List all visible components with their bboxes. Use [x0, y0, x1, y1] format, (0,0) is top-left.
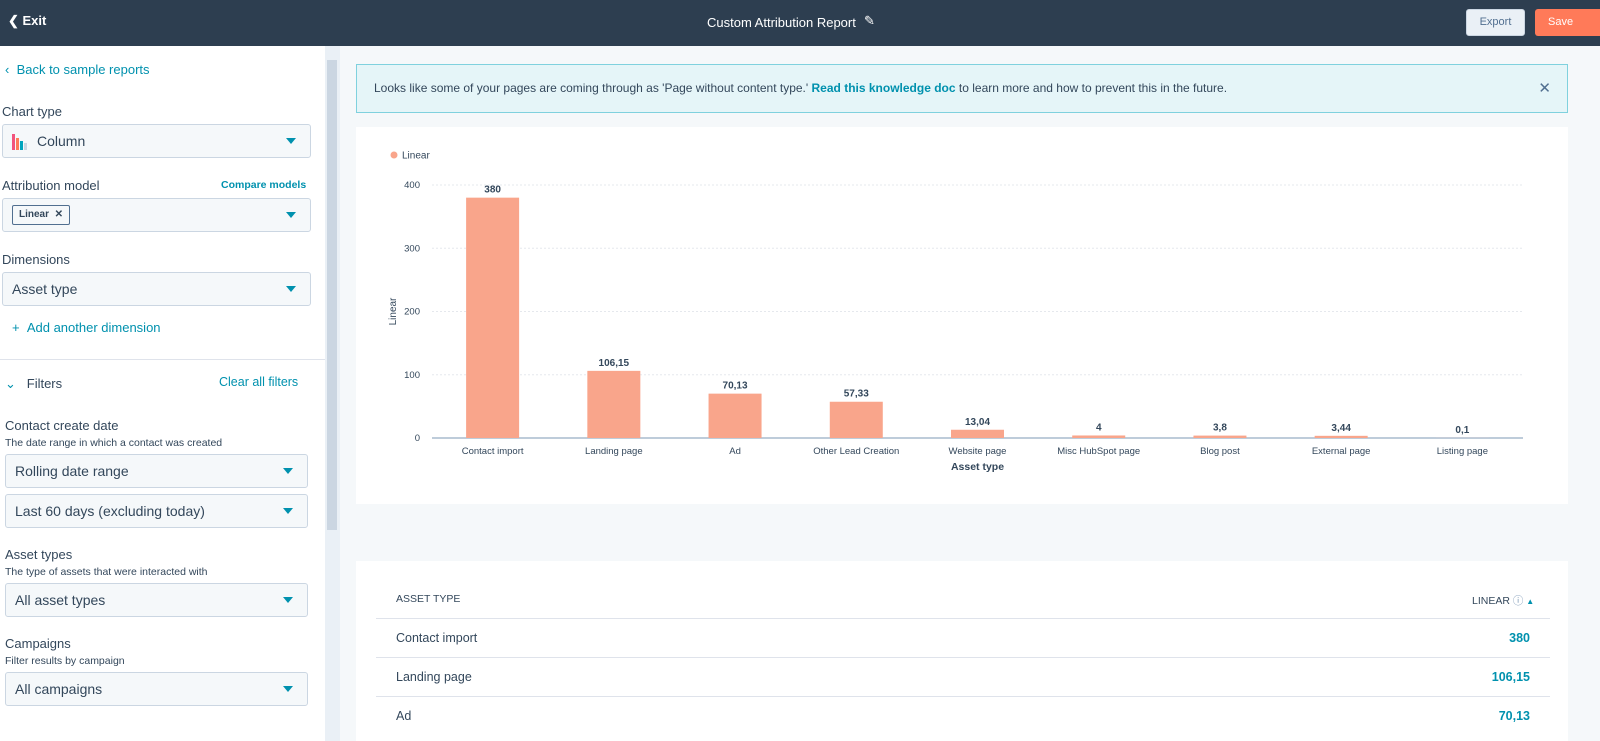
report-title: Custom Attribution Report — [707, 15, 856, 30]
y-tick-label: 200 — [404, 307, 420, 318]
filter-label: Contact create date — [5, 418, 119, 433]
x-tick-label: Ad — [729, 446, 741, 457]
edit-icon[interactable]: ✎ — [864, 13, 875, 28]
model-tag-text: Linear — [19, 209, 50, 220]
cell-value[interactable]: 70,13 — [1498, 709, 1530, 723]
chart-card: 0 100 200 300 400 Linear Linear Asset type Conta… — [356, 127, 1568, 504]
cell-value[interactable]: 380 — [1509, 631, 1530, 645]
cell-value[interactable]: 106,15 — [1491, 670, 1530, 684]
legend-label: Linear — [402, 151, 430, 162]
column-header: ASSET TYPE — [396, 593, 461, 605]
alert-link[interactable]: Read this knowledge doc — [811, 81, 956, 95]
scrollbar-thumb[interactable] — [327, 60, 337, 530]
data-label: 70,13 — [723, 381, 748, 392]
add-dimension[interactable]: + Add another dimension — [12, 320, 161, 335]
filter-label: Campaigns — [5, 636, 71, 651]
dimension-select[interactable]: Asset type — [2, 272, 311, 306]
filter-select[interactable]: Last 60 days (excluding today) — [5, 494, 308, 528]
data-label: 380 — [484, 185, 501, 196]
clear-filters[interactable]: Clear all filters — [219, 375, 299, 389]
x-tick-label: Website page — [949, 446, 1007, 457]
y-axis-title: Linear — [388, 297, 399, 325]
data-label: 57,33 — [844, 389, 869, 400]
filter-description: The type of assets that were interacted … — [5, 566, 208, 578]
sidebar: ‹ Back to sample reports Chart type Colu… — [0, 46, 325, 741]
chart-type-value: Column — [37, 133, 86, 149]
cell: Landing page — [396, 670, 472, 684]
table-card — [356, 561, 1568, 741]
data-label: 0,1 — [1455, 425, 1469, 436]
cell: Contact import — [396, 631, 478, 645]
column-header-text: LINEAR — [1472, 595, 1510, 607]
exit-text: Exit — [22, 13, 47, 28]
x-tick-label: Blog post — [1200, 446, 1240, 457]
y-tick-label: 400 — [404, 180, 420, 191]
data-label: 3,8 — [1213, 423, 1227, 434]
bar — [466, 197, 520, 438]
alert-text: Looks like some of your pages are coming… — [374, 81, 809, 95]
y-tick-label: 100 — [404, 370, 420, 381]
save-button[interactable]: Save — [1535, 9, 1600, 36]
compare-link[interactable]: Compare models — [221, 179, 307, 191]
data-label: 106,15 — [599, 358, 630, 369]
filter-select[interactable]: All campaigns — [5, 672, 308, 706]
x-axis-title: Asset type — [951, 461, 1004, 473]
bar — [1314, 435, 1368, 438]
column-header[interactable]: LINEAR ⓘ ▲ — [1472, 595, 1535, 607]
alert-banner: Looks like some of your pages are coming… — [356, 64, 1568, 113]
data-label: 4 — [1096, 422, 1102, 433]
x-tick-label: Landing page — [585, 446, 643, 457]
back-link[interactable]: ‹ Back to sample reports — [5, 62, 150, 77]
export-button[interactable]: Export — [1466, 9, 1525, 36]
add-dimension-text: Add another dimension — [26, 320, 161, 335]
filter-description: Filter results by campaign — [5, 655, 125, 667]
data-label: 13,04 — [965, 417, 990, 428]
bar — [1193, 435, 1247, 438]
table-row: Landing page 106,15 — [376, 657, 1550, 697]
data-label: 3,44 — [1331, 423, 1351, 434]
bar — [951, 429, 1004, 438]
chart: 0 100 200 300 400 Linear Linear Asset type Conta… — [388, 151, 1523, 473]
filter-select[interactable]: All asset types — [5, 583, 308, 617]
filter-select[interactable]: Rolling date range — [5, 454, 308, 488]
label: Dimensions — [2, 252, 70, 267]
cell: Ad — [396, 709, 412, 723]
x-tick-label: External page — [1312, 446, 1371, 457]
filter-description: The date range in which a contact was cr… — [5, 437, 223, 449]
filters-text: Filters — [26, 376, 63, 391]
alert-text: to learn more and how to prevent this in… — [958, 81, 1228, 95]
model-tag[interactable]: Linear ✕ — [12, 205, 70, 225]
filter-label: Asset types — [5, 547, 73, 562]
x-tick-label: Misc HubSpot page — [1057, 446, 1140, 457]
x-tick-label: Contact import — [462, 446, 524, 457]
y-tick-label: 0 — [415, 433, 420, 444]
y-tick-label: 300 — [404, 243, 420, 254]
model-select[interactable]: Linear ✕ — [2, 198, 311, 232]
back-text: Back to sample reports — [16, 62, 150, 77]
bar — [1072, 435, 1126, 438]
label: Attribution model — [2, 178, 100, 193]
x-tick-label: Other Lead Creation — [813, 446, 899, 457]
column-icon — [12, 134, 27, 150]
bar — [829, 401, 883, 438]
exit-button[interactable]: ❮ Exit — [8, 13, 47, 28]
close-button[interactable]: ✕ — [1538, 80, 1551, 97]
table-row: Contact import 380 — [376, 618, 1550, 658]
legend-marker — [390, 151, 398, 159]
bar — [708, 393, 762, 438]
top-bar: ❮ Exit Custom Attribution Report ✎ Expor… — [0, 0, 1600, 46]
divider — [0, 359, 325, 360]
bar — [587, 370, 641, 438]
chart-type-select[interactable]: Column — [2, 124, 311, 158]
table-row: Ad 70,13 — [376, 696, 1550, 736]
x-tick-label: Listing page — [1437, 446, 1488, 457]
label: Chart type — [2, 104, 62, 119]
filters-toggle[interactable]: ⌄ Filters — [5, 376, 63, 391]
